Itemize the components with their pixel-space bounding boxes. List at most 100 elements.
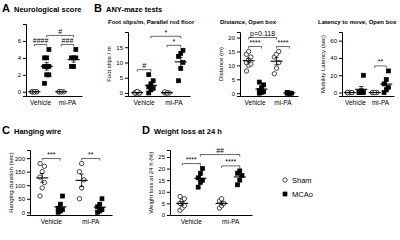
axis-line xyxy=(241,96,299,97)
chart-title: Distance, Open box xyxy=(220,19,277,25)
axis-line xyxy=(23,25,27,97)
chart-title: Foot slips/m, Parallel rod floor xyxy=(108,19,195,25)
y-axis: 0510152025 xyxy=(158,151,170,219)
data-point xyxy=(182,197,186,201)
tick-mark xyxy=(167,157,170,158)
mean-line xyxy=(194,178,206,179)
mean-line xyxy=(54,206,66,207)
significance-bracket xyxy=(151,36,181,38)
y-axis-title: Distance (m) xyxy=(218,47,224,81)
data-point xyxy=(361,73,365,77)
panel-chart: 0510152025Vehiclemi-PA********##DWeight … xyxy=(142,124,313,225)
legend-label: Sham xyxy=(292,176,312,185)
axis-line xyxy=(125,33,129,97)
chart-title: Hanging wire xyxy=(14,127,61,136)
error-cap xyxy=(238,179,242,180)
annotations: ** xyxy=(375,58,387,68)
axis-line xyxy=(31,215,113,216)
tick-label: mi-PA xyxy=(372,99,390,106)
data-point xyxy=(272,72,276,76)
axis-line xyxy=(129,96,191,97)
tick-label: 20 xyxy=(228,35,235,41)
x-tick: mi-PA xyxy=(222,218,240,225)
data-point xyxy=(79,186,83,190)
annotations: ********## xyxy=(182,147,240,168)
y-tick: 10 xyxy=(228,63,240,69)
tick-mark xyxy=(167,180,170,181)
mean-line xyxy=(355,89,367,90)
significance-bracket xyxy=(82,159,100,161)
y-tick: 20 xyxy=(158,166,170,172)
error-cap xyxy=(98,204,102,205)
chart-title: Latency to move, Open box xyxy=(318,19,397,25)
significance-label: **** xyxy=(225,158,236,165)
y-axis: 0204060 xyxy=(330,33,342,97)
error-cap xyxy=(238,174,242,175)
significance-bracket xyxy=(182,164,200,166)
error-cap xyxy=(259,90,263,91)
tick-mark xyxy=(27,158,30,159)
data-point xyxy=(79,161,83,165)
error-cap xyxy=(40,182,44,183)
tick-label: mi-PA xyxy=(222,218,240,225)
mean-line xyxy=(255,88,267,89)
axis-line xyxy=(343,96,395,97)
x-tick: mi-PA xyxy=(274,99,292,106)
y-tick: 0 xyxy=(22,210,30,216)
mean-line xyxy=(55,91,67,92)
data-point xyxy=(262,83,266,87)
axis-line xyxy=(171,215,253,216)
y-axis: 051015 xyxy=(116,33,128,97)
y-tick: 10 xyxy=(158,189,170,195)
panel-letter: C xyxy=(2,124,10,136)
x-tick: mi-PA xyxy=(59,99,77,106)
tick-label: 15 xyxy=(116,45,123,51)
significance-label: **** xyxy=(250,39,261,46)
mean-line xyxy=(344,92,356,93)
data-point xyxy=(246,49,250,53)
error-cap xyxy=(80,186,84,187)
tick-mark xyxy=(27,199,30,200)
error-cap xyxy=(45,70,49,71)
mean-line xyxy=(76,180,88,181)
mean-line xyxy=(283,92,295,93)
y-tick: 25 xyxy=(158,154,170,160)
significance-bracket xyxy=(34,44,46,46)
error-cap xyxy=(179,57,183,58)
significance-bracket xyxy=(249,37,277,39)
y-axis: 05101520 xyxy=(228,33,240,97)
tick-mark xyxy=(167,192,170,193)
mean-line xyxy=(380,84,392,85)
significance-label: **** xyxy=(186,156,197,163)
error-cap xyxy=(384,87,388,88)
panel-title: ANY-maze tests xyxy=(106,5,162,14)
data-point xyxy=(43,81,47,85)
tick-mark xyxy=(27,172,30,173)
tick-mark xyxy=(125,62,128,63)
y-axis-title: Weight loss at 24 h (%) xyxy=(148,152,154,214)
tick-label: 0 xyxy=(18,89,22,95)
tick-label: 0 xyxy=(22,210,26,216)
error-cap xyxy=(220,201,224,202)
axis-line xyxy=(27,151,31,216)
x-tick: Vehicle xyxy=(181,218,202,225)
error-cap xyxy=(198,175,202,176)
significance-bracket xyxy=(137,70,151,72)
error-cap xyxy=(45,62,49,63)
data-point xyxy=(179,67,183,71)
marks xyxy=(36,161,106,214)
significance-label: ** xyxy=(88,151,94,158)
error-cap xyxy=(40,173,44,174)
data-point xyxy=(196,185,200,189)
y-tick: 200 xyxy=(15,156,30,162)
y-axis: 050100150200 xyxy=(15,151,31,216)
error-cap xyxy=(149,87,153,88)
marks xyxy=(131,48,187,95)
tick-label: 0 xyxy=(232,91,236,97)
x-tick: Vehicle xyxy=(30,99,51,106)
x-tick: Vehicle xyxy=(245,99,266,106)
y-tick: 4 xyxy=(18,55,26,61)
tick-mark xyxy=(23,75,26,76)
error-cap xyxy=(149,82,153,83)
y-tick: 100 xyxy=(15,183,30,189)
